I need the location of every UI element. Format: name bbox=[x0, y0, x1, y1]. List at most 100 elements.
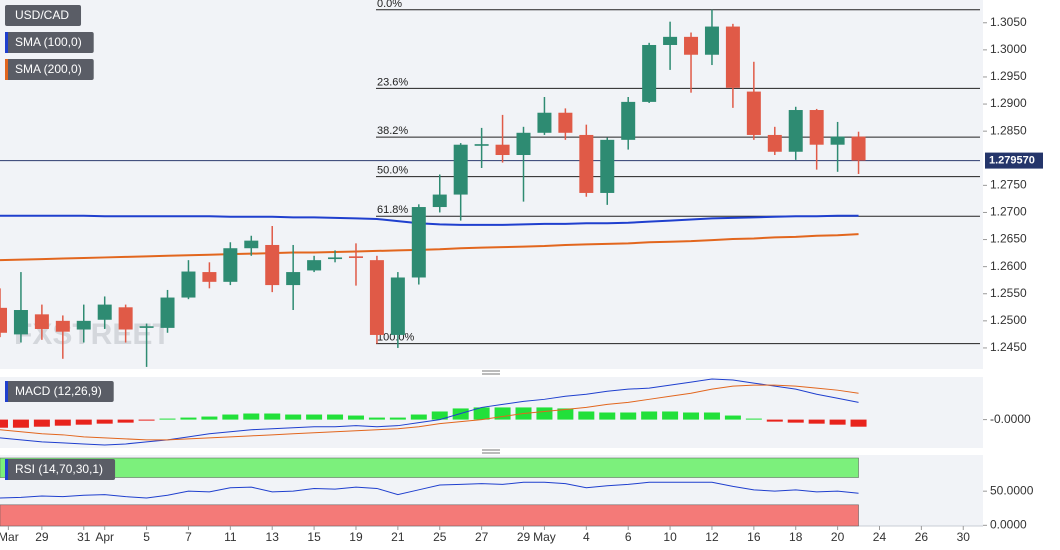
candle-body bbox=[453, 144, 468, 195]
legend-item: MACD (12,26,9) bbox=[5, 381, 114, 402]
macd-histogram-bar bbox=[703, 412, 720, 420]
y-tick-label: 1.2500 bbox=[990, 313, 1027, 327]
macd-histogram-bar bbox=[724, 415, 741, 420]
y-tick-label: 50.0000 bbox=[990, 483, 1034, 497]
fib-label: 38.2% bbox=[377, 125, 408, 137]
y-tick-label: 0.0000 bbox=[990, 517, 1027, 531]
y-tick-label: 1.2900 bbox=[990, 96, 1027, 110]
legend-item: SMA (100,0) bbox=[5, 32, 94, 53]
legend-box bbox=[5, 381, 114, 402]
x-tick-label: 6 bbox=[625, 530, 632, 544]
macd-histogram-bar bbox=[159, 418, 176, 420]
candle-body bbox=[495, 144, 510, 156]
macd-histogram-bar bbox=[347, 415, 364, 420]
macd-histogram-bar bbox=[808, 419, 825, 424]
macd-histogram-bar bbox=[410, 414, 427, 420]
macd-histogram-bar bbox=[138, 419, 155, 421]
candle-body bbox=[369, 260, 384, 335]
x-tick-label: 10 bbox=[663, 530, 677, 544]
legend-box bbox=[5, 459, 116, 480]
candle-body bbox=[34, 314, 49, 329]
candle-body bbox=[474, 144, 489, 146]
y-tick-label: 1.2850 bbox=[990, 123, 1027, 137]
legend-label: RSI (14,70,30,1) bbox=[15, 462, 103, 476]
candle-body bbox=[244, 240, 259, 249]
x-tick-label: 7 bbox=[185, 530, 192, 544]
macd-histogram-bar bbox=[787, 419, 804, 423]
macd-line bbox=[0, 384, 859, 441]
candle-body bbox=[97, 304, 112, 320]
candle-body bbox=[328, 257, 343, 260]
macd-histogram-bar bbox=[620, 412, 637, 420]
macd-histogram-bar bbox=[264, 413, 281, 420]
macd-histogram-bar bbox=[327, 414, 344, 420]
candle-body bbox=[13, 310, 28, 335]
x-tick-label: 29 bbox=[35, 530, 49, 544]
macd-histogram-bar bbox=[117, 419, 134, 423]
candle-body bbox=[642, 44, 657, 102]
x-tick-label: 19 bbox=[349, 530, 363, 544]
x-tick-label: 27 bbox=[475, 530, 489, 544]
x-tick-label: 24 bbox=[873, 530, 887, 544]
legend-item: USD/CAD bbox=[5, 5, 82, 26]
candle-body bbox=[830, 136, 845, 145]
y-tick-label: 1.2600 bbox=[990, 259, 1027, 273]
macd-histogram-bar bbox=[75, 419, 92, 425]
candle-body bbox=[223, 248, 238, 282]
x-tick-label: 12 bbox=[705, 530, 719, 544]
legend-swatch bbox=[5, 32, 8, 53]
macd-histogram-bar bbox=[54, 419, 71, 426]
x-tick-label: 30 bbox=[957, 530, 971, 544]
panel-grip bbox=[482, 370, 500, 454]
macd-histogram-bar bbox=[368, 417, 385, 420]
candle-body bbox=[432, 194, 447, 208]
sma-line bbox=[0, 214, 859, 226]
x-tick-label: 13 bbox=[266, 530, 280, 544]
legend-item: RSI (14,70,30,1) bbox=[5, 459, 116, 480]
fib-label: 100.0% bbox=[377, 332, 415, 344]
legend-swatch bbox=[5, 381, 8, 402]
macd-histogram-bar bbox=[578, 411, 595, 420]
candle-body bbox=[307, 260, 322, 271]
x-tick-label: May bbox=[533, 530, 556, 544]
y-tick-label: 1.2700 bbox=[990, 205, 1027, 219]
candle-body bbox=[725, 26, 740, 88]
macd-histogram-bar bbox=[536, 407, 553, 420]
candle-body bbox=[767, 134, 782, 152]
candle-body bbox=[265, 244, 280, 286]
macd-histogram-bar bbox=[201, 416, 218, 420]
overbought-zone bbox=[0, 457, 859, 478]
legend-label: USD/CAD bbox=[15, 8, 69, 22]
legend-label: SMA (100,0) bbox=[15, 35, 82, 49]
y-tick-label: 1.2750 bbox=[990, 178, 1027, 192]
candle-body bbox=[202, 272, 217, 282]
legend-box bbox=[5, 32, 94, 53]
x-tick-label: 25 bbox=[433, 530, 447, 544]
legend-swatch bbox=[5, 459, 8, 480]
last-price-label: 1.279570 bbox=[989, 154, 1035, 166]
legend-item: SMA (200,0) bbox=[5, 59, 94, 80]
macd-histogram-bar bbox=[243, 413, 260, 420]
x-tick-label: Mar bbox=[0, 530, 19, 544]
macd-histogram-bar bbox=[180, 417, 197, 420]
macd-histogram-bar bbox=[662, 411, 679, 420]
candle-body bbox=[390, 277, 405, 335]
x-tick-label: 16 bbox=[747, 530, 761, 544]
macd-histogram-bar bbox=[306, 414, 323, 420]
candle-body bbox=[76, 320, 91, 330]
macd-histogram-bar bbox=[494, 407, 511, 420]
candle-body bbox=[348, 256, 363, 258]
legend-box bbox=[5, 5, 82, 26]
macd-histogram-bar bbox=[599, 412, 616, 420]
candle-body bbox=[118, 307, 133, 330]
candle-body bbox=[537, 112, 552, 133]
y-tick-label: 1.2550 bbox=[990, 286, 1027, 300]
macd-histogram-bar bbox=[766, 419, 783, 422]
candle-body bbox=[55, 320, 70, 332]
macd-histogram-bar bbox=[0, 419, 8, 428]
fib-label: 23.6% bbox=[377, 76, 408, 88]
candle-body bbox=[663, 36, 678, 45]
candle-body bbox=[160, 297, 175, 328]
x-tick-label: 15 bbox=[307, 530, 321, 544]
